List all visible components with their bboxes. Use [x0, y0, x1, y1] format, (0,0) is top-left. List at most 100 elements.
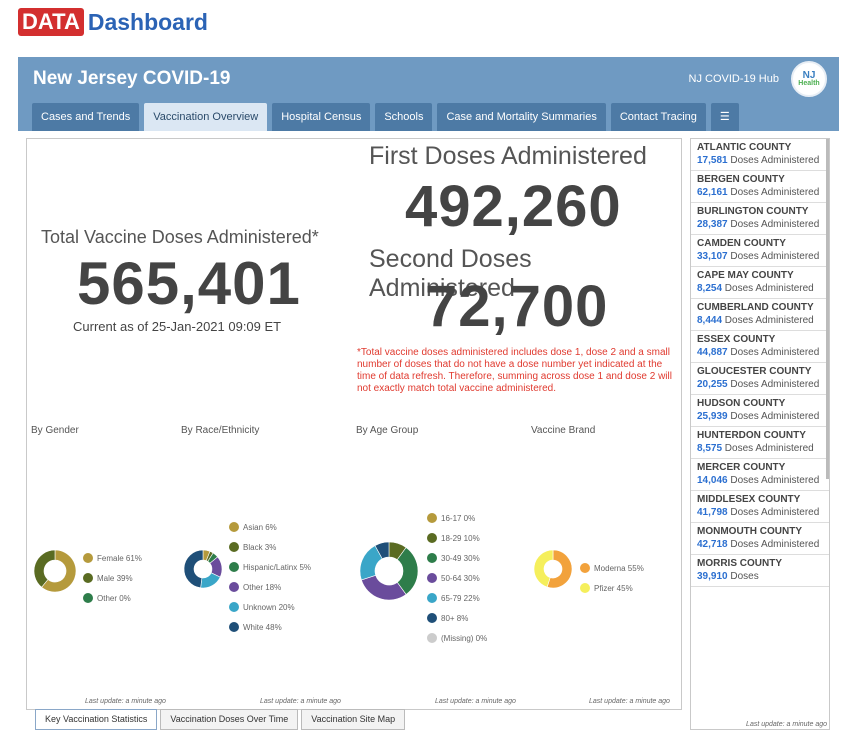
race-legend: Asian 6% Black 3% Hispanic/Latinx 5% Other … — [229, 517, 311, 637]
legend-item[interactable]: Other 18% — [229, 577, 311, 597]
legend-label: Asian 6% — [243, 522, 277, 532]
legend-swatch — [427, 633, 437, 643]
tab-vaccination-doses-over-time[interactable]: Vaccination Doses Over Time — [160, 709, 299, 730]
donut-slice-male[interactable] — [33, 549, 56, 588]
donut-slice-female[interactable] — [41, 549, 77, 593]
legend-item[interactable]: Unknown 20% — [229, 597, 311, 617]
legend-swatch — [427, 553, 437, 563]
donut-slice-moderna[interactable] — [546, 549, 573, 589]
legend-item[interactable]: 16-17 0% — [427, 508, 487, 528]
county-item[interactable]: ESSEX COUNTY 44,887 Doses Administered — [691, 331, 829, 363]
county-doses-value: 25,939 — [697, 410, 728, 422]
legend-item[interactable]: Other 0% — [83, 588, 142, 608]
hub-link[interactable]: NJ COVID-19 Hub — [688, 73, 779, 85]
county-item[interactable]: GLOUCESTER COUNTY 20,255 Doses Administer… — [691, 363, 829, 395]
county-doses: 41,798 Doses Administered — [697, 507, 825, 520]
county-item[interactable]: ATLANTIC COUNTY 17,581 Doses Administered — [691, 139, 829, 171]
section-vaccine-brand: Vaccine Brand — [531, 425, 596, 436]
legend-item[interactable]: 18-29 10% — [427, 528, 487, 548]
legend-item[interactable]: White 48% — [229, 617, 311, 637]
county-name: ESSEX COUNTY — [697, 334, 776, 345]
tab-menu-list-icon[interactable]: ☰ — [710, 103, 739, 131]
county-doses-text: Doses Administered — [727, 378, 820, 390]
legend-swatch — [580, 583, 590, 593]
tab-key-vaccination-statistics[interactable]: Key Vaccination Statistics — [35, 709, 158, 730]
legend-item[interactable]: 80+ 8% — [427, 608, 487, 628]
donut-slice-pfizer[interactable] — [533, 549, 554, 588]
data-dashboard-logo[interactable]: DATA Dashboard — [18, 8, 208, 36]
county-list[interactable]: ATLANTIC COUNTY 17,581 Doses Administered… — [691, 139, 829, 587]
county-doses-value: 14,046 — [697, 474, 728, 486]
legend-item[interactable]: Male 39% — [83, 568, 142, 588]
county-doses-text: Doses Administered — [727, 154, 820, 166]
legend-item[interactable]: Female 61% — [83, 548, 142, 568]
donut-slice-50-64[interactable] — [361, 574, 407, 601]
county-item[interactable]: HUDSON COUNTY 25,939 Doses Administered — [691, 395, 829, 427]
county-doses-value: 20,255 — [697, 378, 728, 390]
legend-item[interactable]: 30-49 30% — [427, 548, 487, 568]
county-item[interactable]: MONMOUTH COUNTY 42,718 Doses Administered — [691, 523, 829, 555]
total-doses-value: 565,401 — [77, 250, 301, 317]
county-doses-text: Doses Administered — [727, 506, 820, 518]
county-doses-text: Doses — [727, 570, 759, 582]
legend-item[interactable]: Pfizer 45% — [580, 578, 644, 598]
county-item[interactable]: HUNTERDON COUNTY 8,575 Doses Administered — [691, 427, 829, 459]
county-doses-text: Doses Administered — [727, 474, 820, 486]
tab-contact-tracing[interactable]: Contact Tracing — [610, 103, 706, 131]
county-item[interactable]: CAMDEN COUNTY 33,107 Doses Administered — [691, 235, 829, 267]
legend-label: 30-49 30% — [441, 553, 480, 563]
county-item[interactable]: CUMBERLAND COUNTY 8,444 Doses Administere… — [691, 299, 829, 331]
county-doses-value: 17,581 — [697, 154, 728, 166]
donut-slice-white[interactable] — [183, 549, 204, 589]
county-item[interactable]: MIDDLESEX COUNTY 41,798 Doses Administere… — [691, 491, 829, 523]
county-item[interactable]: CAPE MAY COUNTY 8,254 Doses Administered — [691, 267, 829, 299]
county-item[interactable]: MORRIS COUNTY 39,910 Doses — [691, 555, 829, 587]
legend-label: Black 3% — [243, 542, 277, 552]
county-name: CUMBERLAND COUNTY — [697, 302, 814, 313]
legend-item[interactable]: Black 3% — [229, 537, 311, 557]
section-by-age: By Age Group — [356, 425, 419, 436]
county-doses: 8,254 Doses Administered — [697, 283, 825, 296]
county-doses-value: 44,887 — [697, 346, 728, 358]
county-doses: 8,575 Doses Administered — [697, 443, 825, 456]
county-doses: 14,046 Doses Administered — [697, 475, 825, 488]
legend-item[interactable]: Asian 6% — [229, 517, 311, 537]
header-bar: New Jersey COVID-19 NJ COVID-19 Hub NJ H… — [18, 57, 839, 131]
county-item[interactable]: MERCER COUNTY 14,046 Doses Administered — [691, 459, 829, 491]
county-item[interactable]: BURLINGTON COUNTY 28,387 Doses Administer… — [691, 203, 829, 235]
legend-label: Pfizer 45% — [594, 583, 633, 593]
county-doses-value: 33,107 — [697, 250, 728, 262]
county-scrollbar[interactable] — [826, 139, 829, 479]
legend-item[interactable]: Hispanic/Latinx 5% — [229, 557, 311, 577]
footnote: *Total vaccine doses administered includ… — [357, 347, 672, 394]
gender-donut-chart[interactable] — [33, 549, 77, 593]
nj-health-logo-icon[interactable]: NJ Health — [791, 61, 827, 97]
age-donut-chart[interactable] — [359, 541, 419, 601]
current-as-of: Current as of 25-Jan-2021 09:09 ET — [73, 319, 282, 334]
legend-label: White 48% — [243, 622, 282, 632]
tab-cases-and-trends[interactable]: Cases and Trends — [32, 103, 140, 131]
county-doses-value: 28,387 — [697, 218, 728, 230]
brand-donut-chart[interactable] — [533, 549, 573, 589]
legend-label: (Missing) 0% — [441, 633, 488, 643]
tab-vaccination-site-map[interactable]: Vaccination Site Map — [301, 709, 406, 730]
county-doses-value: 8,575 — [697, 442, 723, 454]
vaccination-overview-panel: Total Vaccine Doses Administered* 565,40… — [26, 138, 682, 710]
gender-last-update: Last update: a minute ago — [85, 698, 166, 705]
county-item[interactable]: BERGEN COUNTY 62,161 Doses Administered — [691, 171, 829, 203]
county-list-panel[interactable]: ATLANTIC COUNTY 17,581 Doses Administered… — [690, 138, 830, 730]
tab-vaccination-overview[interactable]: Vaccination Overview — [144, 103, 268, 131]
legend-item[interactable]: 50-64 30% — [427, 568, 487, 588]
tab-hospital-census[interactable]: Hospital Census — [272, 103, 371, 131]
legend-item[interactable]: Moderna 55% — [580, 558, 644, 578]
tab-case-mortality-summaries[interactable]: Case and Mortality Summaries — [437, 103, 606, 131]
tab-schools[interactable]: Schools — [375, 103, 433, 131]
county-doses: 33,107 Doses Administered — [697, 251, 825, 264]
race-donut-chart[interactable] — [183, 549, 223, 589]
legend-swatch — [427, 533, 437, 543]
hub-logo-nj: NJ — [802, 69, 816, 81]
logo-data-text: DATA — [18, 8, 84, 36]
donut-slice-80-[interactable] — [374, 541, 390, 560]
legend-item[interactable]: (Missing) 0% — [427, 628, 487, 648]
legend-item[interactable]: 65-79 22% — [427, 588, 487, 608]
